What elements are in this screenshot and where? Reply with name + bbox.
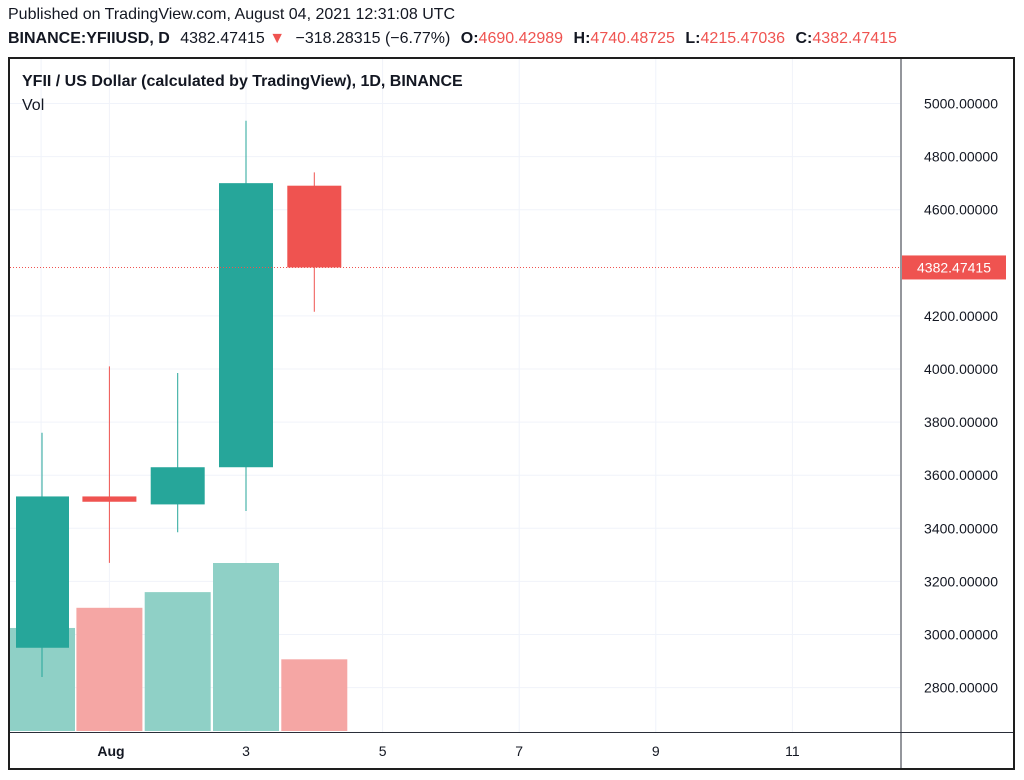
y-tick-label: 3800.00000	[924, 414, 998, 430]
last-price-label: 4382.47415	[917, 259, 991, 275]
x-tick-label: 9	[652, 743, 660, 759]
last-price-badge	[902, 255, 1006, 280]
volume-label: Vol	[22, 97, 45, 114]
volume-bar	[281, 659, 348, 731]
symbol: BINANCE:YFIIUSD, D	[8, 30, 170, 47]
x-tick-label: 3	[242, 743, 250, 759]
y-tick-label: 4800.00000	[924, 149, 998, 165]
x-tick-label: 5	[379, 743, 387, 759]
high-label: H:	[573, 30, 591, 47]
volume-bar	[76, 607, 143, 731]
y-tick-label: 3000.00000	[924, 627, 998, 643]
published-line: Published on TradingView.com, August 04,…	[8, 6, 456, 23]
symbol-line: BINANCE:YFIIUSD, D 4382.47415 ▼ −318.283…	[8, 30, 897, 48]
low-label: L:	[685, 30, 701, 47]
candle-body	[150, 467, 205, 505]
candle-body	[82, 496, 137, 502]
candle-body	[219, 183, 273, 468]
y-tick-label: 3600.00000	[924, 467, 998, 483]
chart-title: YFII / US Dollar (calculated by TradingV…	[22, 73, 463, 90]
y-tick-label: 3200.00000	[924, 573, 998, 589]
x-tick-label: 11	[785, 743, 800, 759]
y-tick-label: 4000.00000	[924, 361, 998, 377]
price-change: −318.28315 (−6.77%)	[295, 30, 451, 47]
x-tick-label: 7	[515, 743, 523, 759]
y-tick-label: 5000.00000	[924, 96, 998, 112]
candle-body	[16, 496, 69, 648]
volume-bar	[213, 563, 279, 731]
open-label: O:	[460, 30, 479, 47]
chart-frame	[8, 57, 1015, 770]
y-tick-label: 4200.00000	[924, 308, 998, 324]
high-value: 4740.48725	[590, 30, 675, 47]
volume-bar	[144, 592, 211, 731]
y-tick-label: 2800.00000	[924, 680, 998, 696]
y-tick-label: 3400.00000	[924, 520, 998, 536]
low-value: 4215.47036	[700, 30, 786, 47]
candle-body	[287, 185, 342, 268]
open-value: 4690.42989	[478, 30, 564, 47]
down-arrow-icon: ▼	[269, 30, 286, 47]
last-price: 4382.47415	[180, 30, 265, 47]
close-label: C:	[795, 30, 813, 47]
close-value: 4382.47415	[812, 30, 897, 47]
x-tick-label: Aug	[97, 743, 124, 759]
y-tick-label: 4600.00000	[924, 202, 998, 218]
